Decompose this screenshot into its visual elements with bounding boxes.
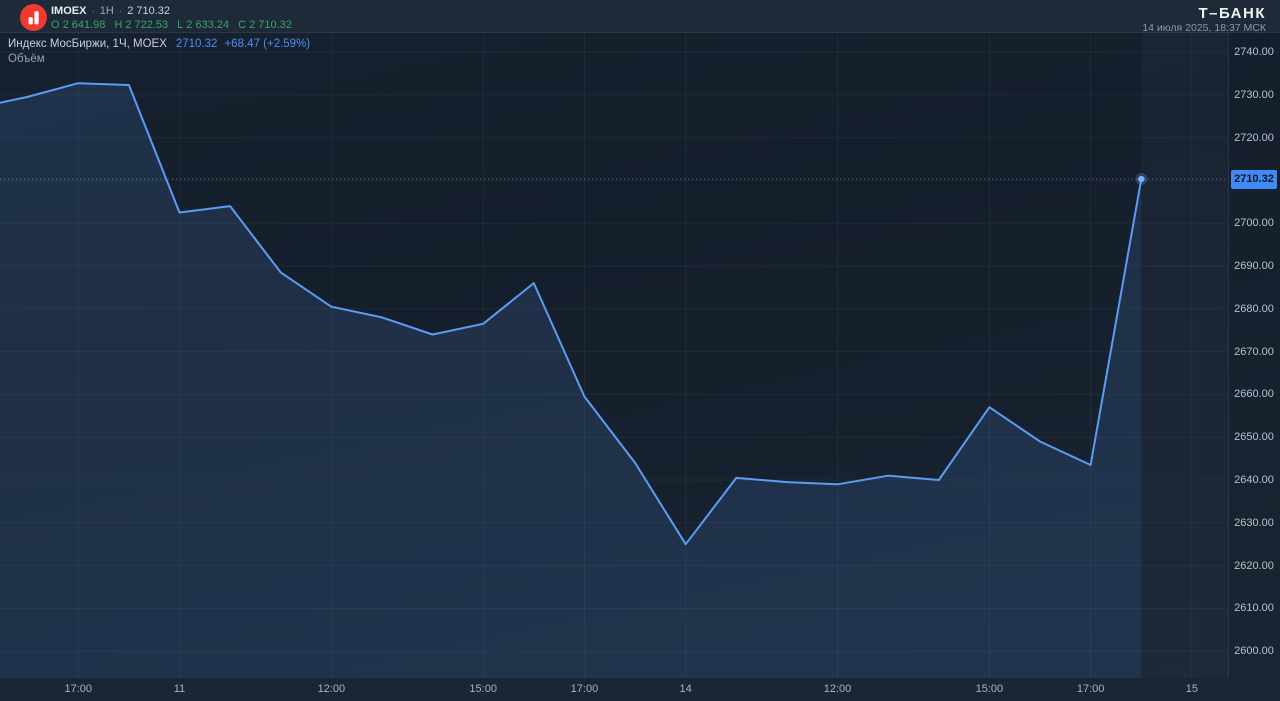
separator-dot: · [91, 6, 95, 17]
price-tick-label: 2660.00 [1234, 388, 1274, 401]
price-tick-label: 2620.00 [1234, 559, 1274, 572]
price-tick-label: 2600.00 [1234, 645, 1274, 658]
price-tick-label: 2630.00 [1234, 516, 1274, 529]
brand-logo-text: Т–БАНК [1198, 5, 1266, 22]
time-tick-label: 11 [173, 683, 186, 695]
moex-logo-icon [20, 4, 47, 31]
last-point-dot [1138, 175, 1145, 183]
price-tick-label: 2700.00 [1234, 217, 1274, 230]
price-tick-label: 2740.00 [1234, 46, 1274, 58]
price-tick-label: 2640.00 [1234, 474, 1274, 486]
series-title[interactable]: Индекс МосБиржи, 1Ч, MOEX [8, 38, 167, 50]
time-tick-label: 12:00 [823, 683, 852, 695]
price-line [0, 82, 1143, 546]
price-tick-label: 2730.00 [1234, 88, 1274, 101]
series-value: 2710.32 [175, 38, 218, 50]
price-scale[interactable]: 2710.32 2740.00 2730.00 2720.00 2700.00 2690… [1228, 33, 1280, 678]
time-tick-label: 12:00 [317, 683, 346, 695]
time-tick-label: 17:00 [570, 683, 599, 695]
time-tick-label: 14 [679, 683, 692, 695]
series-legend[interactable]: Индекс МосБиржи, 1Ч, MOEX 2710.32 +68.47 (… [8, 38, 310, 51]
time-tick-label: 15:00 [975, 683, 1004, 695]
price-tick-label: 2650.00 [1234, 431, 1274, 444]
price-tick-label: 2690.00 [1234, 260, 1274, 272]
price-tick-label: 2680.00 [1234, 302, 1274, 315]
last-price: 2 710.32 [127, 5, 171, 17]
series-change: +68.47 (+2.59%) [224, 38, 311, 50]
symbol-name[interactable]: IMOEX [51, 5, 87, 17]
price-tick-label: 2610.00 [1234, 602, 1274, 615]
time-scale[interactable]: 17:00 11 12:00 15:00 17:00 14 12:00 15:00 17:00 1… [0, 678, 1280, 701]
time-tick-label: 17:00 [1076, 683, 1105, 695]
price-tick-label: 2670.00 [1234, 345, 1274, 358]
future-zone [1141, 33, 1228, 678]
indicator-legend-volume[interactable]: Объём [8, 53, 45, 65]
timestamp: 14 июля 2025, 18:37 МСК [1142, 22, 1266, 34]
time-tick-label: 15:00 [469, 683, 497, 695]
header-bar [0, 0, 1280, 33]
price-tick-label: 2720.00 [1234, 131, 1274, 144]
symbol-header[interactable]: IMOEX · 1H · 2 710.32 [51, 5, 170, 18]
time-tick-label: 15 [1185, 683, 1198, 695]
current-price-label: 2710.32 [1231, 169, 1277, 189]
time-tick-label: 17:00 [64, 683, 92, 695]
separator-dot: · [118, 6, 123, 17]
area-fill [0, 83, 1142, 678]
interval-label[interactable]: 1H [99, 5, 114, 17]
